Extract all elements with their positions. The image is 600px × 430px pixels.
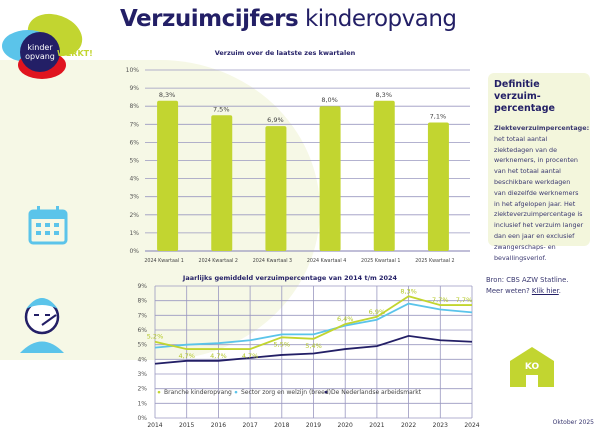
x-tick-label: 2022 xyxy=(401,422,416,429)
source-line: Bron: CBS AZW Statline. xyxy=(486,276,569,284)
data-label: 6,9% xyxy=(369,308,386,316)
y-tick-label: 7% xyxy=(137,312,147,319)
y-tick-label: 7% xyxy=(129,121,139,128)
bar-chart-title: Verzuim over de laatste zes kwartalen xyxy=(215,49,356,57)
x-tick-label: 2024 Kwartaal 1 xyxy=(144,258,183,264)
bar xyxy=(373,100,395,251)
legend-marker xyxy=(234,390,238,394)
definition-body: het totaal aantal ziektedagen van de wer… xyxy=(494,134,584,262)
data-label: 5,2% xyxy=(147,333,164,341)
x-tick-label: 2016 xyxy=(211,422,226,429)
y-tick-label: 3% xyxy=(129,194,139,201)
y-tick-label: 3% xyxy=(137,371,147,378)
x-tick-label: 2024 Kwartaal 4 xyxy=(307,258,346,264)
data-label: 4,7% xyxy=(210,352,227,360)
more-info-text: Meer weten? xyxy=(486,287,530,295)
logo: kinder opvang WERKT! xyxy=(2,13,93,79)
x-tick-label: 2015 xyxy=(179,422,194,429)
series-line xyxy=(154,295,472,350)
date: Oktober 2025 xyxy=(552,419,594,426)
series-line xyxy=(154,334,473,365)
data-label: 5,4% xyxy=(305,342,322,350)
definition-title: Definitie verzuim-percentage xyxy=(494,79,555,114)
data-label: 6,4% xyxy=(337,315,354,323)
bar xyxy=(319,106,341,251)
y-tick-label: 10% xyxy=(126,67,140,74)
data-label: 4,7% xyxy=(242,352,259,360)
calendar-icon xyxy=(28,206,68,245)
y-tick-label: 0% xyxy=(129,248,139,255)
x-tick-label: 2017 xyxy=(242,422,257,429)
sick-person-thermometer-icon xyxy=(20,298,64,353)
bar xyxy=(157,100,179,251)
y-tick-label: 1% xyxy=(137,400,147,407)
page-title: Verzuimcijfers kinderopvang xyxy=(120,6,457,32)
x-tick-label: 2018 xyxy=(274,422,289,429)
x-tick-label: 2014 xyxy=(147,422,162,429)
y-tick-label: 8% xyxy=(129,103,139,110)
definition-box: Definitie verzuim-percentage Ziekteverzu… xyxy=(488,73,590,262)
data-label: 5,5% xyxy=(274,340,291,348)
y-tick-label: 2% xyxy=(129,212,139,219)
data-label: 7,5% xyxy=(213,105,230,113)
x-tick-label: 2024 Kwartaal 2 xyxy=(199,258,238,264)
x-tick-label: 2024 xyxy=(464,422,479,429)
y-tick-label: 6% xyxy=(129,139,139,146)
legend-entry: Branche kinderopvang xyxy=(164,389,232,396)
y-tick-label: 5% xyxy=(137,342,147,349)
data-label: 4,7% xyxy=(178,352,195,360)
bar xyxy=(265,126,287,251)
bar xyxy=(211,115,233,251)
data-label: 8,3% xyxy=(159,91,176,99)
data-label: 7,1% xyxy=(430,112,447,120)
x-tick-label: 2021 xyxy=(369,422,384,429)
y-tick-label: 8% xyxy=(137,298,147,305)
daycare-building-icon: KO xyxy=(510,347,554,387)
data-label: 6,9% xyxy=(267,116,284,124)
data-label: 8,3% xyxy=(375,91,392,99)
line-chart-title: Jaarlijks gemiddeld verzuimpercentage va… xyxy=(182,274,398,282)
y-tick-label: 5% xyxy=(129,158,139,165)
definition-text: Ziekteverzuimpercentage: het totaal aanta… xyxy=(494,123,589,263)
y-tick-label: 4% xyxy=(129,176,139,183)
logo-badge: WERKT! xyxy=(57,49,93,58)
x-tick-label: 2024 Kwartaal 3 xyxy=(253,258,292,264)
x-tick-label: 2025 Kwartaal 2 xyxy=(415,258,454,264)
legend-entry: De Nederlandse arbeidsmarkt xyxy=(331,389,422,396)
building-label: KO xyxy=(525,362,540,372)
y-tick-label: 9% xyxy=(129,85,139,92)
y-tick-label: 9% xyxy=(137,283,147,290)
data-label: 7,7% xyxy=(432,296,449,304)
y-tick-label: 6% xyxy=(137,327,147,334)
y-tick-label: 0% xyxy=(137,415,147,422)
logo-text-1: kinder xyxy=(27,43,53,52)
title-rest: kinderopvang xyxy=(304,6,457,32)
title-bold: Verzuimcijfers xyxy=(120,6,299,32)
bar xyxy=(427,122,449,252)
data-label: 7,7% xyxy=(456,296,473,304)
y-tick-label: 4% xyxy=(137,356,147,363)
legend-entry: Sector zorg en welzijn (breed) xyxy=(241,389,331,396)
x-tick-label: 2020 xyxy=(338,422,353,429)
definition-term: Ziekteverzuimpercentage: xyxy=(494,124,590,132)
legend-marker xyxy=(157,390,161,394)
click-here-link[interactable]: Klik hier xyxy=(531,287,559,295)
data-label: 8,3% xyxy=(400,287,417,295)
y-tick-label: 1% xyxy=(129,230,139,237)
line-chart: Jaarlijks gemiddeld verzuimpercentage va… xyxy=(137,274,479,429)
bar-chart: Verzuim over de laatste zes kwartalen 0%… xyxy=(126,49,470,264)
source-note: Bron: CBS AZW Statline. Meer weten? Klik… xyxy=(486,275,596,297)
logo-text-2: opvang xyxy=(25,52,55,61)
x-tick-label: 2019 xyxy=(306,422,321,429)
y-tick-label: 2% xyxy=(137,386,147,393)
legend-marker xyxy=(324,390,328,394)
x-tick-label: 2025 Kwartaal 1 xyxy=(361,258,400,264)
x-tick-label: 2023 xyxy=(433,422,448,429)
series-line xyxy=(154,302,473,349)
data-label: 8,0% xyxy=(321,96,338,104)
